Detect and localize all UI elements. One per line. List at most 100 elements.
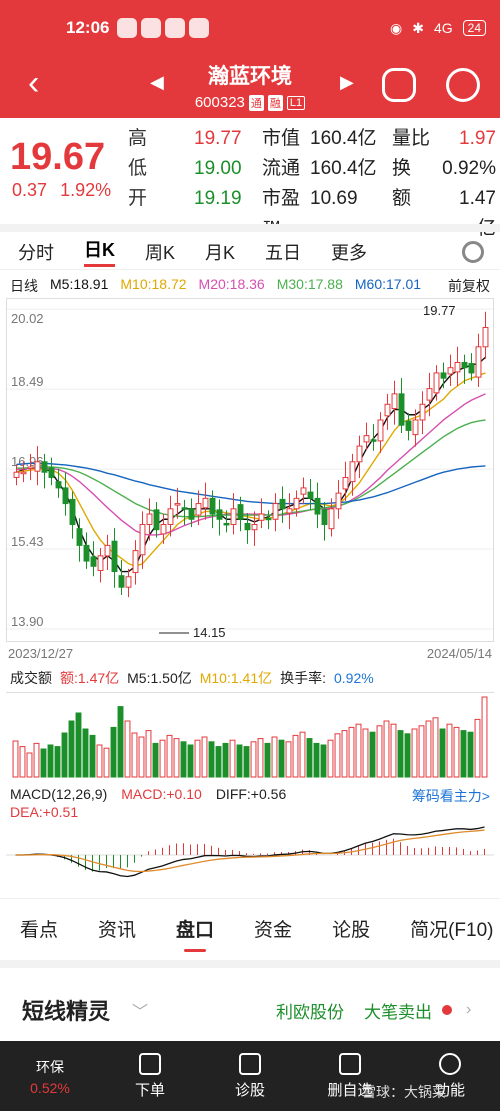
tab-order-book[interactable]: 盘口 <box>176 915 214 952</box>
candle <box>167 508 174 525</box>
macd-title[interactable]: MACD(12,26,9) <box>10 786 108 802</box>
macd-value: MACD:+0.10 <box>121 786 202 802</box>
candle <box>426 388 433 401</box>
volume-bar <box>257 738 264 778</box>
prev-stock-icon[interactable]: ◀ <box>150 72 164 92</box>
volume-bar <box>201 736 208 778</box>
candle <box>195 503 202 516</box>
candle <box>41 461 48 473</box>
tab-funds[interactable]: 资金 <box>254 920 293 941</box>
back-icon[interactable]: ‹ <box>28 64 40 102</box>
robot-icon[interactable] <box>382 68 416 102</box>
candle <box>20 471 27 475</box>
sector-index[interactable]: 环保 0.52% <box>0 1057 100 1096</box>
candle <box>202 497 209 509</box>
volume-bar <box>61 732 68 778</box>
next-stock-icon[interactable]: ▶ <box>340 72 354 92</box>
bottom-toolbar: 环保 0.52% 下单 诊股 删自选 功能 <box>0 1041 500 1111</box>
quote-label: 流通 <box>262 158 301 179</box>
volume-bar <box>446 723 453 778</box>
tab-news[interactable]: 资讯 <box>98 920 137 941</box>
volume-bar <box>271 736 278 778</box>
low-marker-label: 14.15 <box>193 625 226 640</box>
volume-bar <box>376 725 383 778</box>
candle <box>342 476 349 490</box>
volume-bar <box>362 728 369 778</box>
candle <box>349 461 356 483</box>
function-label: 功能 <box>434 1081 465 1099</box>
plus-icon <box>239 1052 261 1075</box>
candle <box>216 509 223 520</box>
function-button[interactable]: 功能 <box>400 1052 500 1100</box>
candle <box>461 361 468 369</box>
y-tick-label: 15.43 <box>11 534 44 549</box>
tab-discuss[interactable]: 论股 <box>332 920 371 941</box>
candle <box>27 466 34 469</box>
search-icon[interactable] <box>446 68 480 102</box>
chip-link[interactable]: 筹码看主力> <box>411 788 490 804</box>
quote-label: 市值 <box>262 128 301 149</box>
tab-monthly-k[interactable]: 月K <box>205 242 236 263</box>
tab-weekly-k[interactable]: 周K <box>145 242 176 263</box>
tab-daily-k[interactable]: 日K <box>84 236 115 267</box>
volume-bar <box>460 730 467 778</box>
candle <box>300 487 307 495</box>
quote-label: 高 <box>128 128 148 149</box>
candle <box>76 528 83 546</box>
tab-timeshare[interactable]: 分时 <box>18 242 54 263</box>
settings-icon[interactable] <box>462 241 484 263</box>
volume-bar <box>348 726 355 778</box>
volume-bar <box>180 741 187 778</box>
quote-value: 19.19 <box>194 188 242 209</box>
kline-chart[interactable]: 20.02 18.49 16.96 15.43 13.90 19.77 14.15 <box>6 298 494 642</box>
candle <box>335 492 342 510</box>
candle <box>153 509 160 531</box>
candle <box>447 367 454 375</box>
divider <box>0 960 500 968</box>
status-bar: 12:06 ◉ ✱ 4G 24 <box>0 0 500 56</box>
ma20-value: M20:18.36 <box>198 276 265 292</box>
diff-value: DIFF:+0.56 <box>215 786 287 802</box>
tab-profile[interactable]: 简况(F10) <box>410 920 494 941</box>
status-time: 12:06 <box>66 18 110 37</box>
chevron-down-icon: ﹀ <box>132 1004 149 1021</box>
volume-bar <box>411 728 418 778</box>
tab-highlights[interactable]: 看点 <box>20 920 59 941</box>
volume-bar <box>481 696 488 778</box>
tab-five-day[interactable]: 五日 <box>265 242 302 263</box>
remove-watchlist-button[interactable]: 删自选 <box>300 1052 400 1100</box>
volume-bar <box>194 739 201 778</box>
candle <box>181 507 188 510</box>
candle <box>223 522 230 526</box>
chevron-right-icon: › <box>466 1001 472 1018</box>
ma5-value: M5:18.91 <box>50 276 109 292</box>
candle <box>272 503 279 520</box>
order-button[interactable]: 下单 <box>100 1052 200 1100</box>
volume-title[interactable]: 成交额 <box>10 670 52 686</box>
diagnose-button[interactable]: 诊股 <box>200 1052 300 1100</box>
short-term-sprite[interactable]: 短线精灵 ﹀ 利欧股份 大笔卖出 › <box>0 985 500 1035</box>
volume-bar <box>33 742 40 778</box>
adjust-mode[interactable]: 前复权 <box>448 278 490 294</box>
stock-header: ‹ ◀ 瀚蓝环境 600323 通 融 L1 ▶ <box>0 56 500 118</box>
candle <box>90 556 97 567</box>
candle <box>314 497 321 515</box>
volume-bar <box>453 726 460 778</box>
candle <box>69 498 76 525</box>
tab-more[interactable]: 更多 <box>331 242 368 263</box>
quote-label: 量比 <box>392 128 431 149</box>
ma-legend: 日线 M5:18.91 M10:18.72 M20:18.36 M30:17.8… <box>0 276 500 296</box>
dea-line <box>15 829 485 873</box>
candle <box>328 508 335 530</box>
battery-icon: 24 <box>462 20 486 36</box>
volume-bar <box>208 741 215 778</box>
candle <box>132 550 139 574</box>
candle <box>251 523 258 531</box>
volume-bar <box>285 741 292 778</box>
menu-icon <box>439 1052 461 1075</box>
volume-bar <box>40 748 47 778</box>
candle <box>48 467 55 478</box>
candle <box>83 544 90 562</box>
diff-line <box>15 826 485 878</box>
